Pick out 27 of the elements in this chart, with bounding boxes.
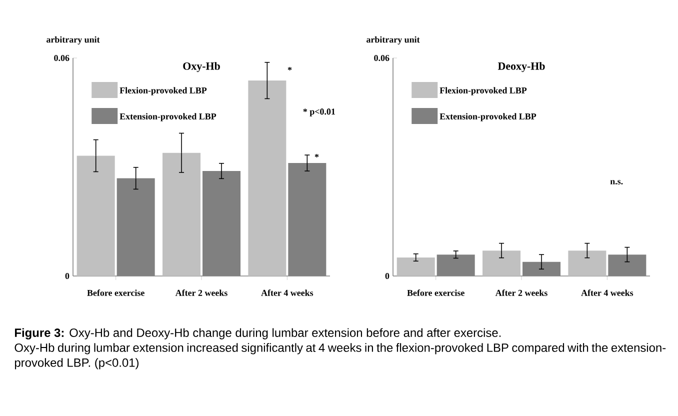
legend-label: Extension-provoked LBP [120,113,216,122]
annotation: * [314,154,319,158]
y-tick-label: 0 [65,272,70,280]
y-tick-label: 0.06 [374,54,390,62]
x-tick-label: Before exercise [407,290,464,296]
chart-title: Oxy-Hb [183,62,220,72]
y-axis-title: arbitrary unit [46,36,100,44]
y-axis-title: arbitrary unit [366,36,420,44]
bar [162,152,201,276]
x-tick-label: After 4 weeks [261,290,314,296]
legend-label: Extension-provoked LBP [440,113,536,122]
text: Figure 3: Oxy-Hb and Deoxy-Hb change during lumbar extension before and after exercise. [15,328,501,340]
x-tick-label: After 2 weeks [175,290,228,296]
annotation: * p<0.01 [303,108,335,116]
legend-label: Flexion-provoked LBP [440,87,527,96]
y-tick-label: 0 [385,272,390,280]
bar [76,156,115,276]
chart-title: Deoxy-Hb [498,62,545,72]
annotation: * [288,67,292,70]
x-tick-label: After 4 weeks [581,290,634,296]
y-tick-label: 0.06 [54,54,70,62]
legend-label: Flexion-provoked LBP [120,87,207,96]
x-tick-label: After 2 weeks [495,290,548,296]
x-tick-label: Before exercise [87,290,144,296]
bar [248,80,286,276]
text: Oxy-Hb during lumbar extension increased significantly at 4 weeks in the flexion-provoked LBP compared with the extension-provoked LBP. (p<0.01) [14,343,666,370]
annotation: n.s. [610,180,623,184]
